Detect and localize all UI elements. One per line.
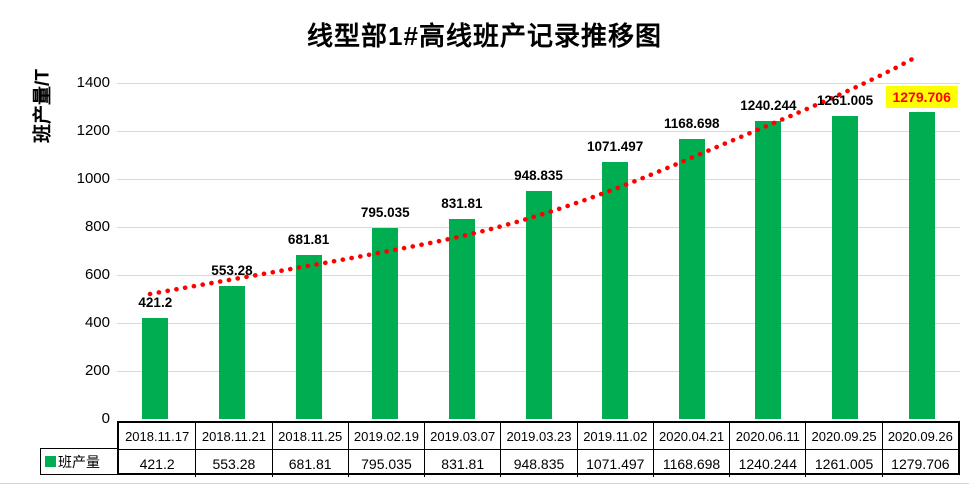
table-date-cell: 2018.11.17 xyxy=(119,423,196,450)
legend-swatch-icon xyxy=(45,456,56,467)
data-label: 831.81 xyxy=(441,196,483,212)
bar xyxy=(295,255,322,419)
bar xyxy=(218,286,245,419)
data-label: 1240.244 xyxy=(740,98,797,114)
legend: 班产量 xyxy=(40,448,118,475)
bar xyxy=(755,121,782,419)
legend-label: 班产量 xyxy=(58,453,100,470)
table-value-cell: 795.035 xyxy=(347,450,424,477)
table-date-cell: 2019.03.07 xyxy=(424,423,501,450)
y-tick-label: 1200 xyxy=(76,122,110,139)
data-label: 421.2 xyxy=(138,294,173,310)
y-tick-label: 400 xyxy=(84,314,110,331)
table-value-cell: 831.81 xyxy=(424,450,500,477)
data-label: 948.835 xyxy=(514,168,563,184)
table-value-cell: 1240.244 xyxy=(729,450,805,477)
data-label: 553.28 xyxy=(211,263,253,279)
table-value-cell: 1279.706 xyxy=(881,450,958,477)
chart-title: 线型部1#高线班产记录推移图 xyxy=(307,21,662,51)
y-tick-label: 200 xyxy=(84,362,110,379)
table-value-cell: 1168.698 xyxy=(652,450,729,477)
data-table: 2018.11.17 2018.11.21 2018.11.25 2019.02.19… xyxy=(117,421,960,477)
table-date-cell: 2020.06.11 xyxy=(729,423,806,450)
table-date-cell: 2018.11.21 xyxy=(195,423,272,450)
bar xyxy=(678,138,705,419)
y-tick-label: 800 xyxy=(84,218,110,235)
bar xyxy=(372,228,399,419)
table-date-cell: 2020.04.21 xyxy=(652,423,730,450)
table-date-cell: 2019.02.19 xyxy=(347,423,425,450)
gridline xyxy=(117,83,960,84)
table-date-cell: 2019.11.02 xyxy=(576,423,653,450)
data-label: 1071.497 xyxy=(586,138,644,154)
data-label: 1168.698 xyxy=(663,115,720,131)
table-date-cell: 2019.03.23 xyxy=(500,423,577,450)
y-tick-label: 1000 xyxy=(76,170,110,187)
table-value-cell: 681.81 xyxy=(271,450,348,477)
y-tick-label: 1400 xyxy=(76,74,110,91)
bar xyxy=(602,161,629,419)
chart-bottom-border xyxy=(0,483,969,484)
bar xyxy=(142,317,169,419)
y-axis-title: 班产量/T xyxy=(32,69,54,143)
table-value-cell: 553.28 xyxy=(195,450,271,477)
data-label: 1261.005 xyxy=(816,93,874,109)
table-date-cell: 2020.09.25 xyxy=(805,423,882,450)
table-value-cell: 1071.497 xyxy=(576,450,653,477)
y-tick-label: 0 xyxy=(101,410,110,427)
bar xyxy=(832,116,859,419)
table-value-cell: 421.2 xyxy=(139,455,175,472)
table-value-cell: 1261.005 xyxy=(805,450,881,477)
bar xyxy=(448,219,475,419)
y-tick-label: 600 xyxy=(84,266,110,283)
data-label: 795.035 xyxy=(360,205,410,221)
table-date-cell: 2018.11.25 xyxy=(271,423,348,450)
data-label: 681.81 xyxy=(287,232,330,248)
table-value-cell: 948.835 xyxy=(500,450,576,477)
table-date-cell: 2020.09.26 xyxy=(881,423,958,450)
bar xyxy=(525,191,552,419)
bar xyxy=(908,111,935,419)
data-label-highlighted: 1279.706 xyxy=(885,85,958,108)
